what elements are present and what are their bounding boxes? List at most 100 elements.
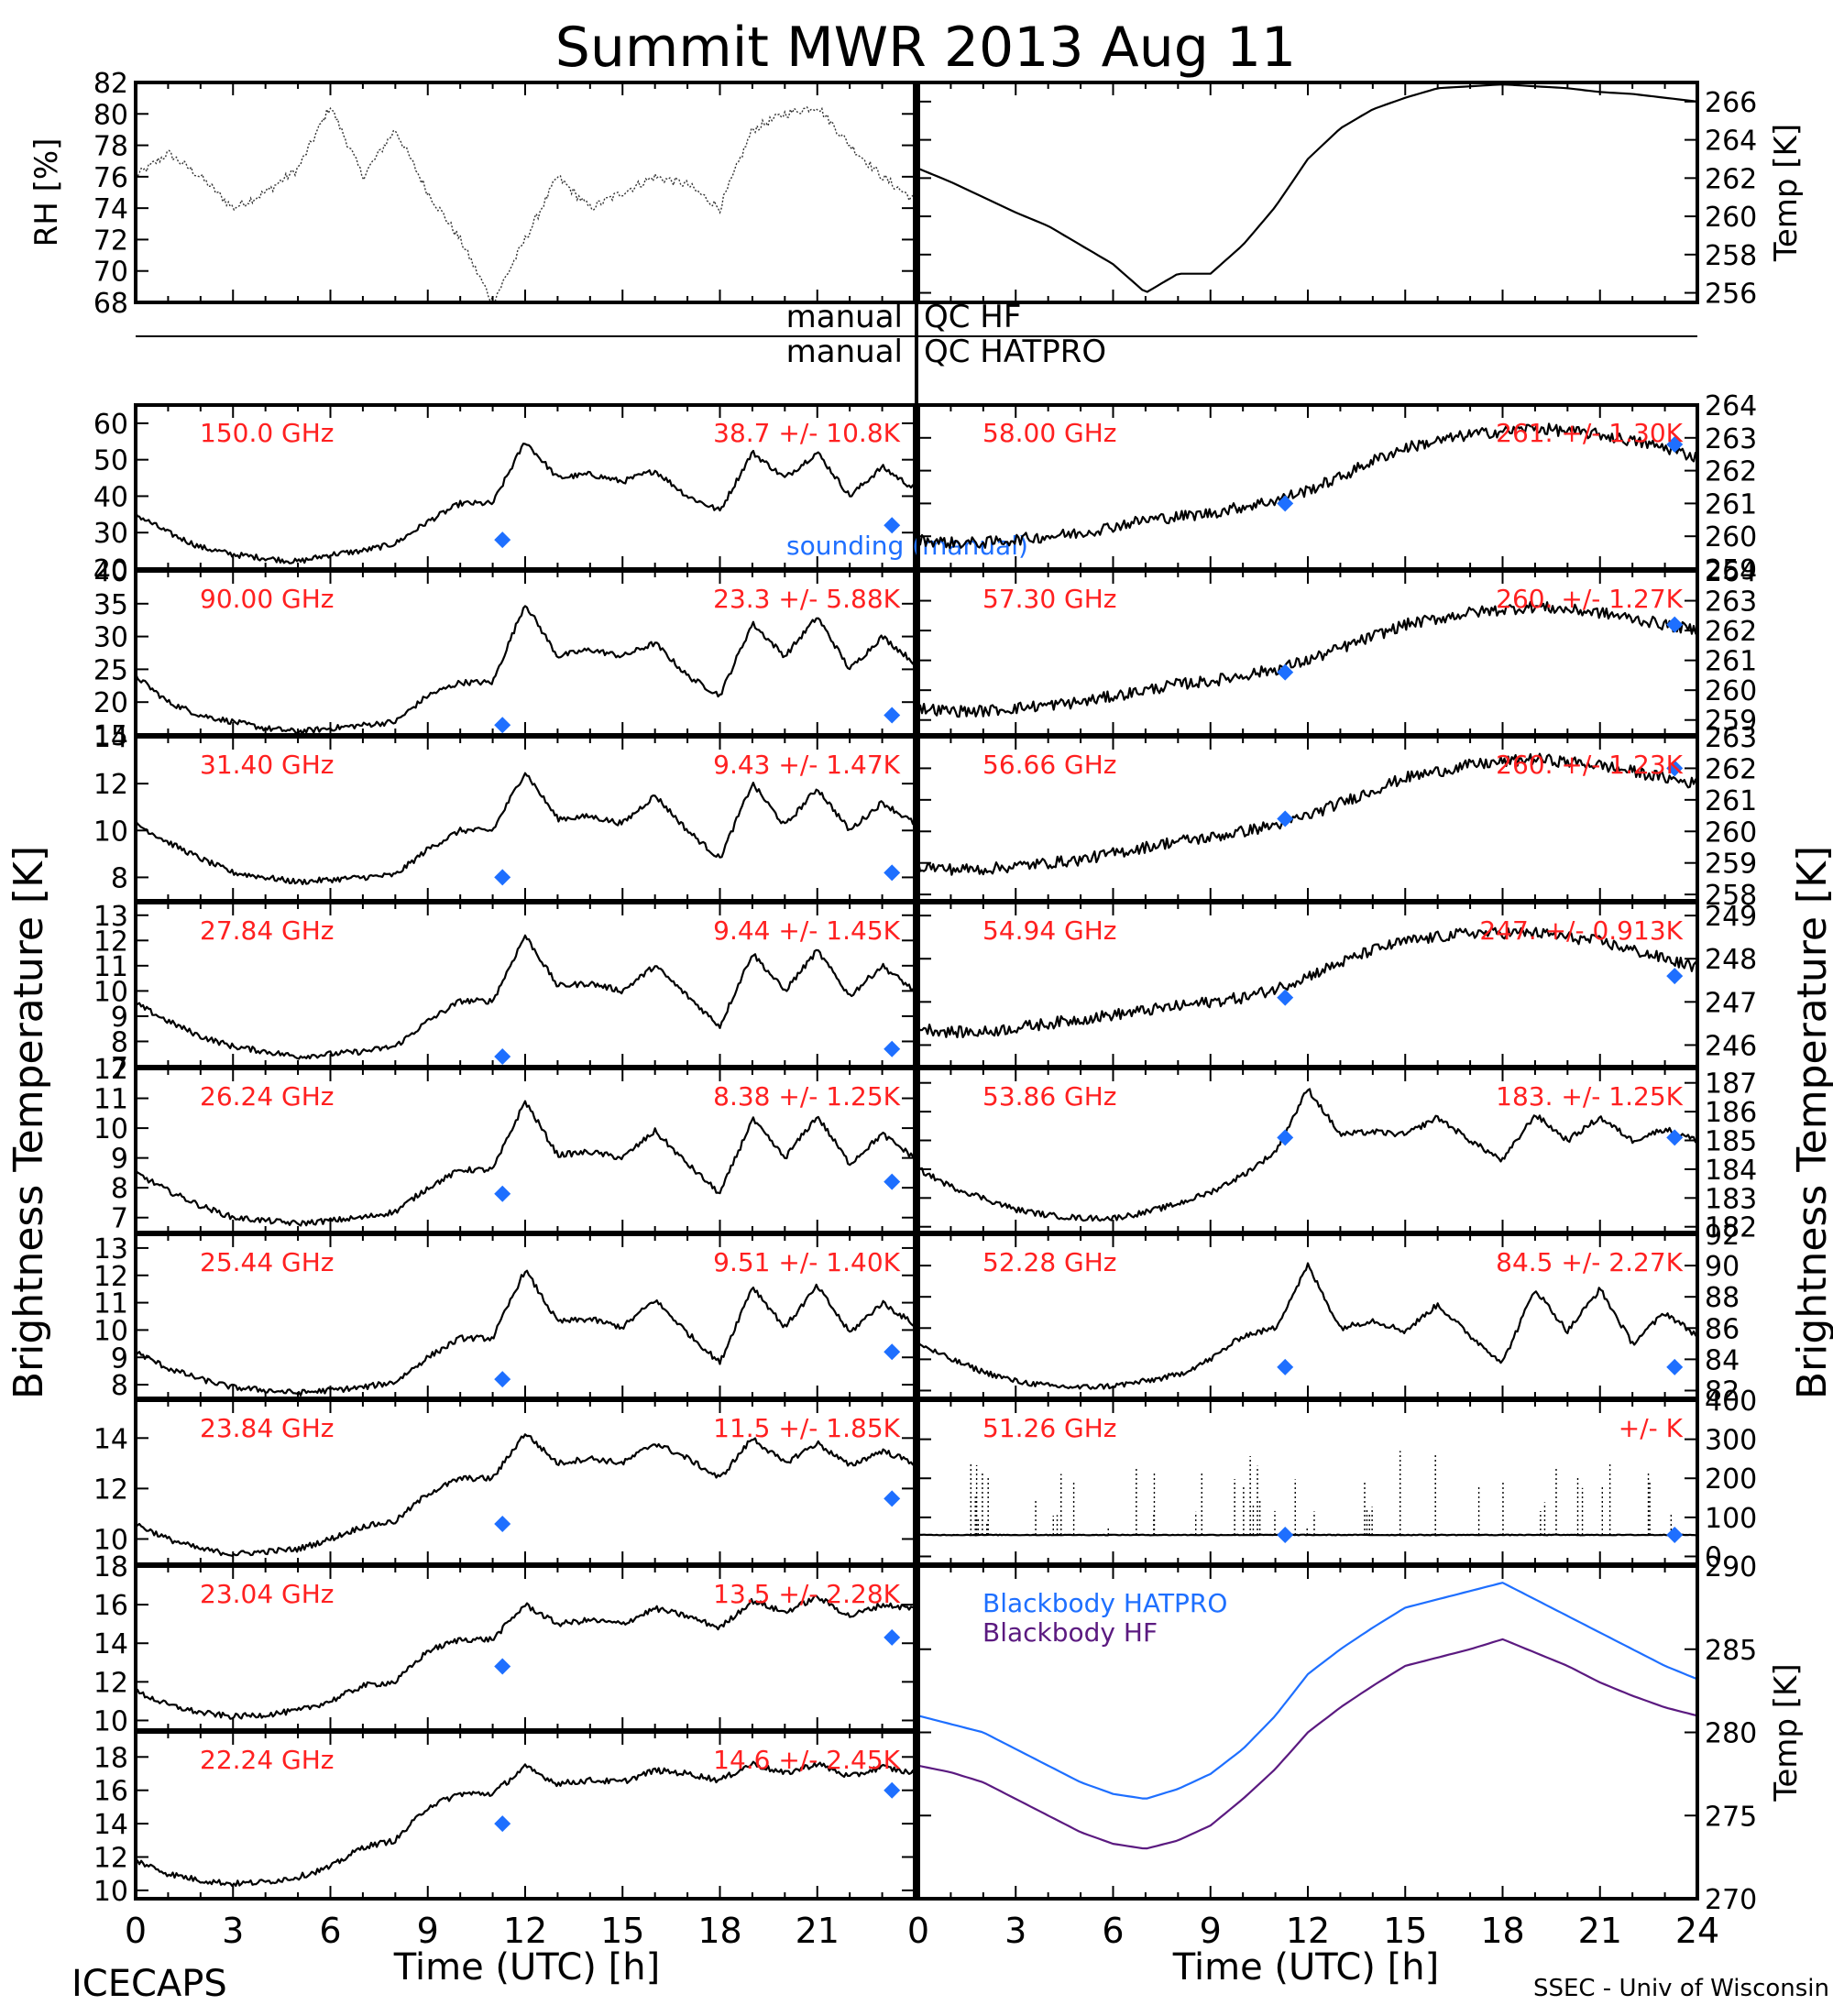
ch5228-ytick-label: 84 [1705, 1344, 1740, 1376]
rh-ylabel: RH [%] [28, 138, 65, 247]
figure-title: Summit MWR 2013 Aug 11 [555, 16, 1296, 80]
right-xtick-label: 3 [1004, 1911, 1026, 1951]
ch5386-sounding-point [1666, 1129, 1684, 1146]
left-xtick-label: 21 [796, 1911, 840, 1951]
panel-blackbody: 270 275 280 285 290 Temp [K] Blackbody HATPROB… [916, 1551, 1805, 1916]
ch2624-sounding-point [884, 1173, 901, 1190]
blackbody-ytick-label: 275 [1705, 1801, 1757, 1833]
ch2784-sounding-point [884, 1040, 901, 1057]
left-xtick-label: 6 [319, 1911, 341, 1951]
ch2304-ytick-label: 18 [93, 1551, 128, 1583]
ch5228-ytick-label: 88 [1705, 1282, 1740, 1314]
ch90-ytick-label: 20 [93, 687, 128, 719]
ch3140-series-0 [136, 772, 915, 886]
ch5386-stats-label: 183. +/- 1.25K [1496, 1081, 1683, 1112]
ch2224-series-0 [136, 1760, 915, 1888]
ch5386-channel-label: 53.86 GHz [982, 1081, 1117, 1112]
qc-hatpro-right: QC HATPRO [924, 334, 1106, 370]
right-xtick-label: 15 [1383, 1911, 1427, 1951]
blackbody-ylabel: Temp [K] [1768, 1663, 1805, 1802]
temp-ytick-label: 266 [1705, 87, 1757, 119]
ch90-ytick-label: 25 [93, 654, 128, 686]
ch3140-ytick-label: 12 [93, 769, 128, 801]
ch90-ytick-label: 15 [93, 720, 128, 752]
panel-temp: 256 258 260 262 264 266 Temp [K] [916, 81, 1805, 311]
legend-blackbody-hatpro: Blackbody HATPRO [982, 1588, 1227, 1618]
rh-ytick-label: 68 [93, 288, 128, 320]
blackbody-series-1 [918, 1638, 1697, 1850]
ch2304-sounding-point [494, 1658, 511, 1675]
ch5228-sounding-point [1277, 1358, 1294, 1375]
ch150-series-0 [136, 443, 915, 564]
ch5800-stats-label: 261. +/- 1.30K [1496, 418, 1683, 448]
ch90-ytick-label: 40 [93, 556, 128, 588]
ch5800-ytick-label: 260 [1705, 521, 1757, 553]
ch5800-ytick-label: 264 [1705, 390, 1757, 422]
right-xlabel: Time (UTC) [h] [1172, 1946, 1439, 1989]
ch5228-ytick-label: 92 [1705, 1220, 1740, 1252]
ch5730-sounding-point [1277, 663, 1294, 681]
ch2384-ytick-label: 14 [93, 1423, 128, 1455]
ch90-sounding-point [494, 717, 511, 734]
ch90-ytick-label: 35 [93, 589, 128, 621]
ch2784-ytick-label: 10 [93, 976, 128, 1008]
left-xtick-label: 0 [125, 1911, 147, 1951]
ch2624-ytick-label: 9 [111, 1144, 128, 1176]
panel-ch2304: 10 12 14 16 18 23.04 GHz 13.5 +/- 2.28K [93, 1551, 916, 1737]
ch5494-ytick-label: 249 [1705, 901, 1757, 933]
ch2544-sounding-point [884, 1343, 901, 1361]
ch5386-ytick-label: 186 [1705, 1097, 1757, 1129]
ch5386-sounding-point [1277, 1129, 1294, 1146]
ch2384-sounding-point [884, 1490, 901, 1507]
right-xtick-label: 21 [1578, 1911, 1622, 1951]
ch5126-ytick-label: 400 [1705, 1386, 1757, 1418]
ch5126-channel-label: 51.26 GHz [982, 1413, 1117, 1443]
ch2224-sounding-point [884, 1781, 901, 1799]
ch2384-channel-label: 23.84 GHz [200, 1413, 335, 1443]
ch5386-ytick-label: 183 [1705, 1183, 1757, 1215]
ch2224-ytick-label: 14 [93, 1809, 128, 1841]
left-xtick-label: 18 [697, 1911, 741, 1951]
temp-ytick-label: 260 [1705, 202, 1757, 234]
ch2544-channel-label: 25.44 GHz [200, 1247, 335, 1277]
ch90-ytick-label: 30 [93, 622, 128, 654]
ch5126-stats-label: +/- K [1619, 1413, 1684, 1443]
ch150-channel-label: 150.0 GHz [200, 418, 335, 448]
ch5730-channel-label: 57.30 GHz [982, 584, 1117, 614]
sounding-legend-label: sounding (manual) [786, 531, 1028, 561]
ch2384-ytick-label: 12 [93, 1474, 128, 1506]
rh-ytick-label: 78 [93, 131, 128, 163]
ch2624-stats-label: 8.38 +/- 1.25K [713, 1081, 900, 1112]
ch5800-ytick-label: 259 [1705, 554, 1757, 586]
ch150-ytick-label: 50 [93, 445, 128, 477]
blackbody-series-0 [918, 1582, 1697, 1800]
ch5666-ytick-label: 261 [1705, 785, 1757, 817]
ch5228-ytick-label: 86 [1705, 1313, 1740, 1345]
ch3140-sounding-point [884, 864, 901, 882]
ch5800-channel-label: 58.00 GHz [982, 418, 1117, 448]
qc-hf-right: QC HF [924, 299, 1021, 335]
right-xtick-label: 6 [1102, 1911, 1124, 1951]
qc-hatpro-left: manual [786, 334, 903, 370]
temp-series-0 [918, 82, 1697, 293]
ch5126-ytick-label: 200 [1705, 1463, 1757, 1496]
left-xlabel: Time (UTC) [h] [393, 1946, 660, 1989]
panel-ch2384: 10 12 14 23.84 GHz 11.5 +/- 1.85K [93, 1398, 916, 1566]
ch2784-ytick-label: 11 [93, 951, 128, 983]
ch5126-sounding-point [1666, 1527, 1684, 1544]
ch2544-stats-label: 9.51 +/- 1.40K [713, 1247, 900, 1277]
blackbody-ytick-label: 270 [1705, 1884, 1757, 1916]
ch2784-stats-label: 9.44 +/- 1.45K [713, 915, 900, 946]
panel-ch150: 20 30 40 50 60 150.0 GHz 38.7 +/- 10.8K soundin… [93, 403, 1028, 586]
ch5126-ytick-label: 100 [1705, 1503, 1757, 1535]
ch2624-ytick-label: 7 [111, 1203, 128, 1235]
ch5386-series-0 [918, 1088, 1697, 1222]
ch2224-ytick-label: 18 [93, 1742, 128, 1774]
temp-ylabel: Temp [K] [1768, 124, 1805, 262]
ch5666-ytick-label: 263 [1705, 722, 1757, 754]
